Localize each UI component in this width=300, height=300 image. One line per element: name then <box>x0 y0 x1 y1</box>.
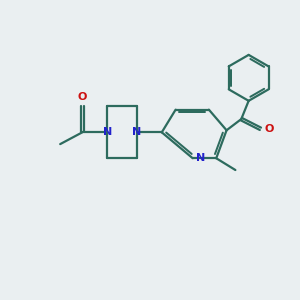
Text: N: N <box>196 153 206 163</box>
Text: O: O <box>264 124 274 134</box>
Text: O: O <box>78 92 87 102</box>
Text: N: N <box>103 127 112 137</box>
Text: N: N <box>132 127 141 137</box>
